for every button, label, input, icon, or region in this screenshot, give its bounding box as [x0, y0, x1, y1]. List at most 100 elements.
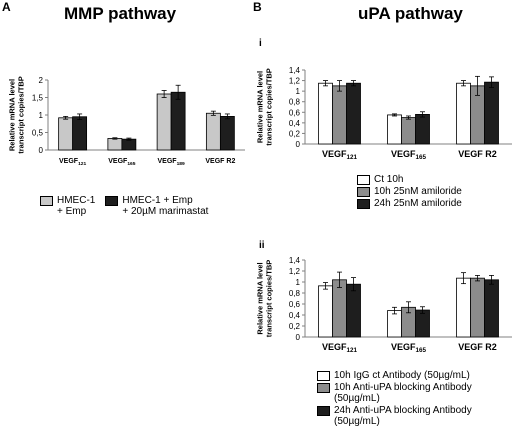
- panel-b-title: uPA pathway: [358, 4, 463, 23]
- bar: [346, 82, 361, 145]
- y-tick-label: 1: [39, 111, 44, 120]
- svg-text:transcript copies/TBP: transcript copies/TBP: [265, 260, 274, 338]
- legend-swatch: [40, 196, 53, 206]
- category-label: VEGF165: [391, 342, 427, 354]
- svg-text:Relative mRNA level: Relative mRNA level: [256, 262, 265, 334]
- legend-entry: HMEC-1 + Emp: [40, 195, 95, 217]
- y-tick-label: 1,2: [289, 77, 301, 86]
- y-tick-label: 0,2: [289, 129, 301, 138]
- y-tick-label: 0,8: [289, 98, 301, 107]
- legend-entry: 24h 25nM amiloride: [357, 198, 517, 209]
- y-axis-label: Relative mRNA level transcript copies/TBP: [256, 260, 274, 338]
- bar: [346, 283, 361, 338]
- legend-upa-i: Ct 10h 10h 25nM amiloride 24h 25nM amilori…: [357, 174, 517, 210]
- legend-swatch: [357, 175, 370, 185]
- bar: [415, 309, 430, 338]
- bar: [156, 93, 172, 151]
- chart-mmp: Relative mRNA level transcript copies/TBP…: [8, 76, 245, 167]
- panel-a-letter: A: [2, 0, 11, 14]
- legend-label: 10h 25nM amiloride: [374, 186, 462, 197]
- legend-entry: 10h IgG ct Antibody (50µg/mL): [317, 370, 517, 381]
- bar: [170, 91, 186, 151]
- legend-label: 24h 25nM amiloride: [374, 198, 462, 209]
- legend-swatch: [317, 371, 330, 381]
- chart-upa-i: Relative mRNA level transcript copies/TBP…: [256, 66, 512, 161]
- legend-entry: 10h 25nM amiloride: [357, 186, 517, 197]
- panel-b-letter: B: [253, 0, 262, 14]
- bar: [332, 279, 347, 338]
- y-tick-label: 0: [39, 146, 44, 155]
- category-label: VEGF R2: [458, 149, 497, 159]
- y-tick-label: 1,4: [289, 256, 301, 265]
- y-tick-label: 1,5: [32, 94, 44, 103]
- category-label: VEGF121: [322, 342, 358, 354]
- y-tick-label: 0,5: [32, 129, 44, 138]
- category-label: VEGF121: [59, 158, 87, 167]
- legend-upa-ii: 10h IgG ct Antibody (50µg/mL) 10h Anti-uP…: [317, 370, 517, 428]
- bar: [107, 138, 123, 151]
- legend-entry: HMEC-1 + Emp + 20µM marimastat: [105, 195, 208, 217]
- legend-label: 10h Anti-uPA blocking Antibody (50µg/mL): [334, 382, 472, 404]
- bar: [415, 114, 430, 145]
- bar: [58, 117, 74, 151]
- legend-mmp: HMEC-1 + Emp HMEC-1 + Emp + 20µM marimastat: [40, 195, 250, 218]
- y-tick-label: 0,2: [289, 322, 301, 331]
- legend-swatch: [357, 199, 370, 209]
- bar: [401, 117, 416, 145]
- legend-label: HMEC-1 + Emp: [57, 195, 96, 217]
- y-tick-label: 0,8: [289, 289, 301, 298]
- bar: [72, 116, 88, 151]
- category-label: VEGF R2: [205, 158, 235, 165]
- svg-text:transcript copies/TBP: transcript copies/TBP: [265, 68, 274, 146]
- bar: [205, 112, 221, 151]
- category-label: VEGF165: [391, 149, 427, 161]
- legend-swatch: [317, 406, 330, 416]
- legend-swatch: [317, 383, 330, 393]
- bar: [121, 138, 137, 151]
- category-label: VEGF121: [322, 149, 358, 161]
- legend-entry: 10h Anti-uPA blocking Antibody (50µg/mL): [317, 382, 517, 404]
- bar: [484, 81, 499, 145]
- svg-text:Relative mRNA level: Relative mRNA level: [256, 71, 265, 143]
- bar: [332, 85, 347, 145]
- y-tick-label: 1,4: [289, 66, 301, 75]
- chart-upa-ii: Relative mRNA level transcript copies/TBP…: [256, 256, 512, 354]
- panel-b-sub-i: i: [259, 38, 262, 49]
- bar: [318, 285, 333, 338]
- bar: [484, 279, 499, 338]
- bar: [456, 277, 471, 338]
- bar: [387, 114, 402, 145]
- y-tick-label: 1: [296, 278, 301, 287]
- legend-label: 10h IgG ct Antibody (50µg/mL): [334, 370, 470, 381]
- category-label: VEGF189: [158, 158, 186, 167]
- y-axis-label: Relative mRNA level transcript copies/TBP: [256, 68, 274, 146]
- legend-label: 24h Anti-uPA blocking Antibody (50µg/mL): [334, 405, 472, 427]
- y-tick-label: 0,6: [289, 108, 301, 117]
- bar: [470, 277, 485, 338]
- legend-entry: 24h Anti-uPA blocking Antibody (50µg/mL): [317, 405, 517, 427]
- bar: [387, 310, 402, 338]
- bar: [219, 116, 235, 151]
- y-tick-label: 0,4: [289, 311, 301, 320]
- y-axis-label: Relative mRNA level transcript copies/TBP: [8, 76, 26, 154]
- legend-swatch: [357, 187, 370, 197]
- y-tick-label: 0: [296, 140, 301, 149]
- y-tick-label: 1,2: [289, 267, 301, 276]
- panel-a-title: MMP pathway: [64, 4, 177, 23]
- category-label: VEGF R2: [458, 342, 497, 352]
- y-tick-label: 2: [39, 76, 44, 85]
- legend-swatch: [105, 196, 119, 206]
- y-tick-label: 0,4: [289, 119, 301, 128]
- y-tick-label: 0,6: [289, 300, 301, 309]
- svg-text:Relative mRNA level: Relative mRNA level: [8, 79, 17, 151]
- legend-label: Ct 10h: [374, 174, 404, 185]
- svg-text:transcript copies/TBP: transcript copies/TBP: [17, 76, 26, 154]
- bar: [456, 82, 471, 145]
- y-tick-label: 1: [296, 87, 301, 96]
- bar: [318, 82, 333, 145]
- legend-label: HMEC-1 + Emp + 20µM marimastat: [122, 195, 209, 217]
- legend-entry: Ct 10h: [357, 174, 517, 185]
- panel-b-sub-ii: ii: [259, 240, 265, 251]
- category-label: VEGF165: [108, 158, 136, 167]
- y-tick-label: 0: [296, 333, 301, 342]
